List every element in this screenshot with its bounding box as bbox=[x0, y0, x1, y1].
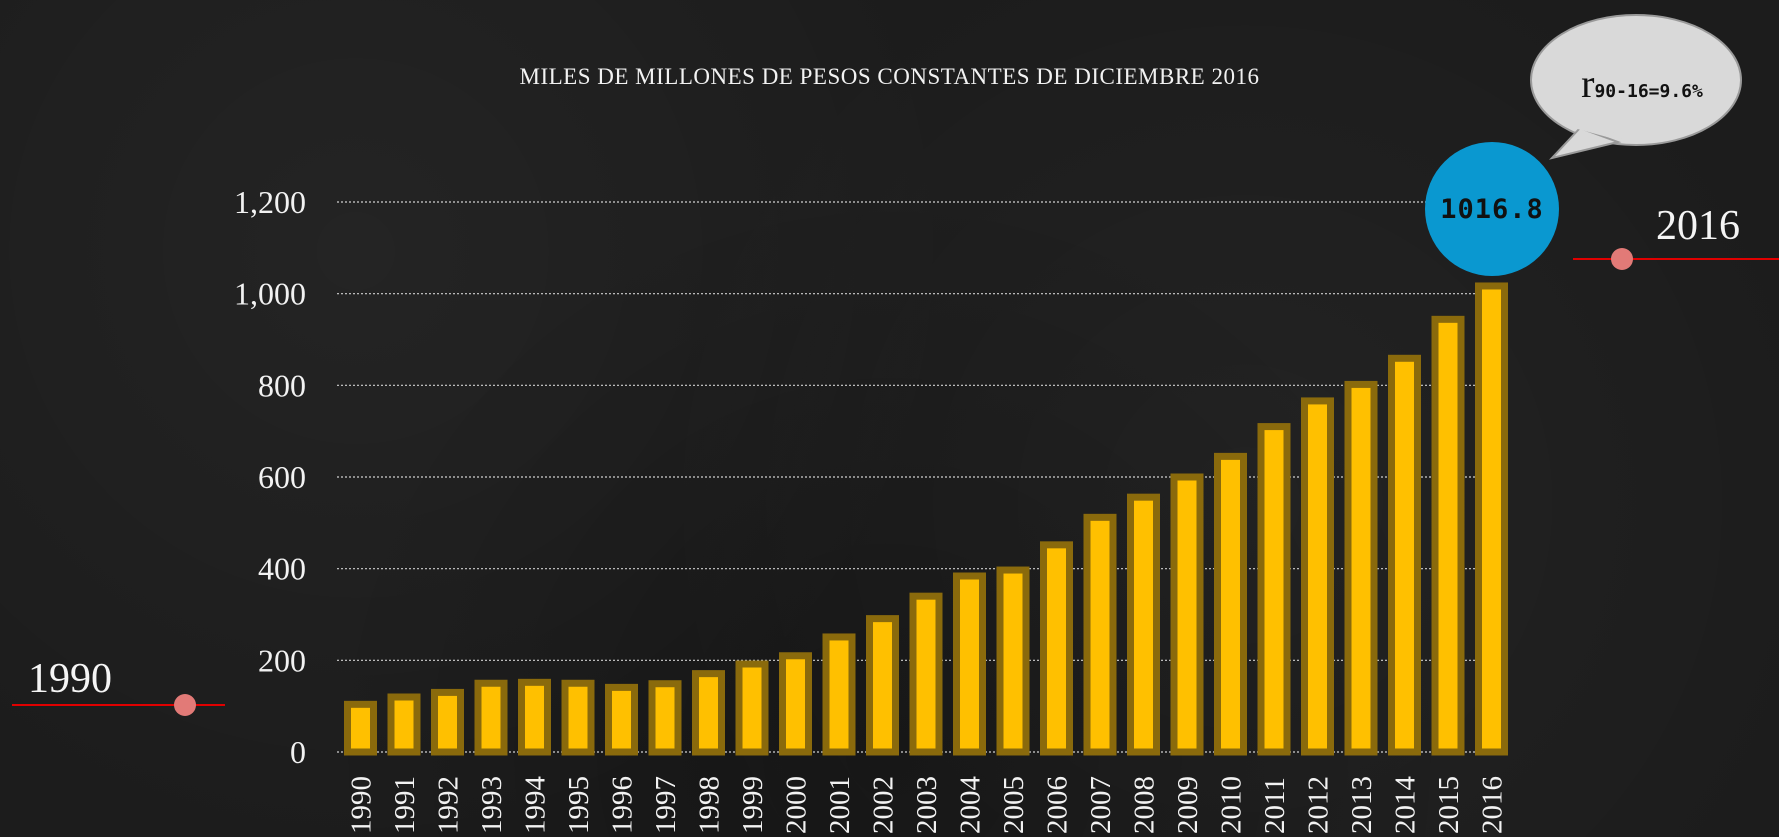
x-tick-label: 2001 bbox=[824, 776, 856, 834]
bar-2015 bbox=[1431, 315, 1465, 756]
start-year-label: 1990 bbox=[28, 656, 112, 702]
x-tick-label: 2015 bbox=[1433, 776, 1465, 834]
x-tick-label: 1990 bbox=[346, 776, 378, 834]
growth-rate-value: 90-16=9.6% bbox=[1594, 81, 1703, 102]
bar-1993 bbox=[474, 679, 508, 756]
start-marker-line bbox=[12, 704, 225, 706]
y-tick-label: 400 bbox=[258, 551, 306, 587]
x-tick-label: 2012 bbox=[1303, 776, 1335, 834]
bar-1992 bbox=[431, 688, 464, 756]
x-tick-label: 2005 bbox=[998, 776, 1030, 834]
bar-1995 bbox=[561, 679, 595, 756]
bar-2013 bbox=[1344, 380, 1378, 756]
x-tick-label: 2004 bbox=[955, 776, 987, 835]
x-tick-label: 2010 bbox=[1216, 776, 1248, 834]
bar-1996 bbox=[605, 683, 638, 756]
chart-title: MILES DE MILLONES DE PESOS CONSTANTES DE… bbox=[519, 64, 1260, 89]
y-tick-label: 800 bbox=[258, 367, 306, 403]
bar-1999 bbox=[735, 660, 769, 756]
x-tick-label: 2009 bbox=[1172, 776, 1204, 834]
y-tick-label: 1,000 bbox=[234, 276, 306, 312]
y-tick-label: 600 bbox=[258, 459, 306, 495]
x-tick-label: 2016 bbox=[1477, 776, 1509, 834]
end-marker-line bbox=[1573, 258, 1779, 260]
bar-2002 bbox=[866, 615, 899, 756]
bar-2009 bbox=[1170, 473, 1204, 756]
x-tick-label: 1997 bbox=[650, 776, 682, 834]
x-tick-label: 2007 bbox=[1085, 776, 1117, 834]
x-tick-label: 1999 bbox=[737, 776, 769, 834]
bar-2001 bbox=[822, 633, 856, 756]
x-tick-label: 1993 bbox=[476, 776, 508, 834]
x-tick-label: 2013 bbox=[1346, 776, 1378, 834]
x-tick-label: 2008 bbox=[1129, 776, 1161, 834]
x-tick-label: 1995 bbox=[563, 776, 595, 834]
bar-2014 bbox=[1388, 354, 1421, 756]
bar-1994 bbox=[518, 678, 551, 756]
end-marker-dot bbox=[1611, 248, 1633, 270]
y-tick-label: 0 bbox=[290, 734, 306, 770]
bars bbox=[344, 282, 1508, 756]
y-tick-label: 1,200 bbox=[234, 184, 306, 220]
peak-value-label: 1016.8 bbox=[1440, 193, 1544, 225]
bar-2007 bbox=[1083, 513, 1117, 756]
growth-rate-bubble: r90-16=9.6% bbox=[1510, 10, 1750, 180]
start-marker-dot bbox=[174, 694, 196, 716]
bar-2010 bbox=[1214, 452, 1247, 756]
x-axis-ticks: 1990 1991 1992 1993 1994 1995 1996 1997 1998 1999… bbox=[346, 776, 1509, 835]
x-tick-label: 1994 bbox=[520, 776, 552, 835]
bar-1998 bbox=[692, 670, 725, 756]
x-tick-label: 1998 bbox=[694, 776, 726, 834]
x-tick-label: 1991 bbox=[389, 776, 421, 834]
speech-bubble-shape bbox=[1530, 14, 1742, 160]
growth-rate-symbol: r bbox=[1581, 61, 1595, 106]
y-tick-label: 200 bbox=[258, 642, 306, 678]
x-tick-label: 2000 bbox=[781, 776, 813, 834]
bar-2012 bbox=[1301, 397, 1334, 756]
bar-2005 bbox=[996, 566, 1030, 756]
bar-2011 bbox=[1257, 423, 1291, 756]
bar-2016 bbox=[1475, 282, 1508, 756]
x-tick-label: 2011 bbox=[1259, 777, 1291, 834]
x-tick-label: 1996 bbox=[607, 776, 639, 834]
bar-1991 bbox=[387, 693, 421, 756]
growth-rate-text: r90-16=9.6% bbox=[1552, 60, 1732, 107]
end-year-label: 2016 bbox=[1656, 203, 1740, 249]
bar-1990 bbox=[344, 700, 377, 756]
peak-value-circle: 1016.8 bbox=[1425, 142, 1559, 276]
x-tick-label: 2003 bbox=[911, 776, 943, 834]
bar-2003 bbox=[909, 592, 943, 756]
bar-2004 bbox=[953, 572, 986, 756]
bar-2000 bbox=[779, 652, 812, 756]
bar-1997 bbox=[648, 680, 682, 756]
bar-2008 bbox=[1127, 493, 1160, 756]
x-tick-label: 1992 bbox=[433, 776, 465, 834]
x-tick-label: 2002 bbox=[868, 776, 900, 834]
x-tick-label: 2014 bbox=[1390, 776, 1422, 835]
x-tick-label: 2006 bbox=[1042, 776, 1074, 834]
bar-2006 bbox=[1040, 541, 1073, 756]
y-axis-ticks: 0 200 400 600 800 1,000 1,200 bbox=[234, 184, 306, 770]
